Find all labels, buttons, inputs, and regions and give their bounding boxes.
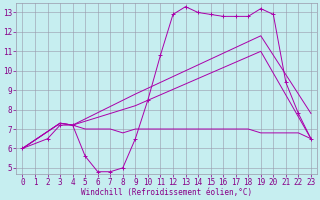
X-axis label: Windchill (Refroidissement éolien,°C): Windchill (Refroidissement éolien,°C) (81, 188, 252, 197)
